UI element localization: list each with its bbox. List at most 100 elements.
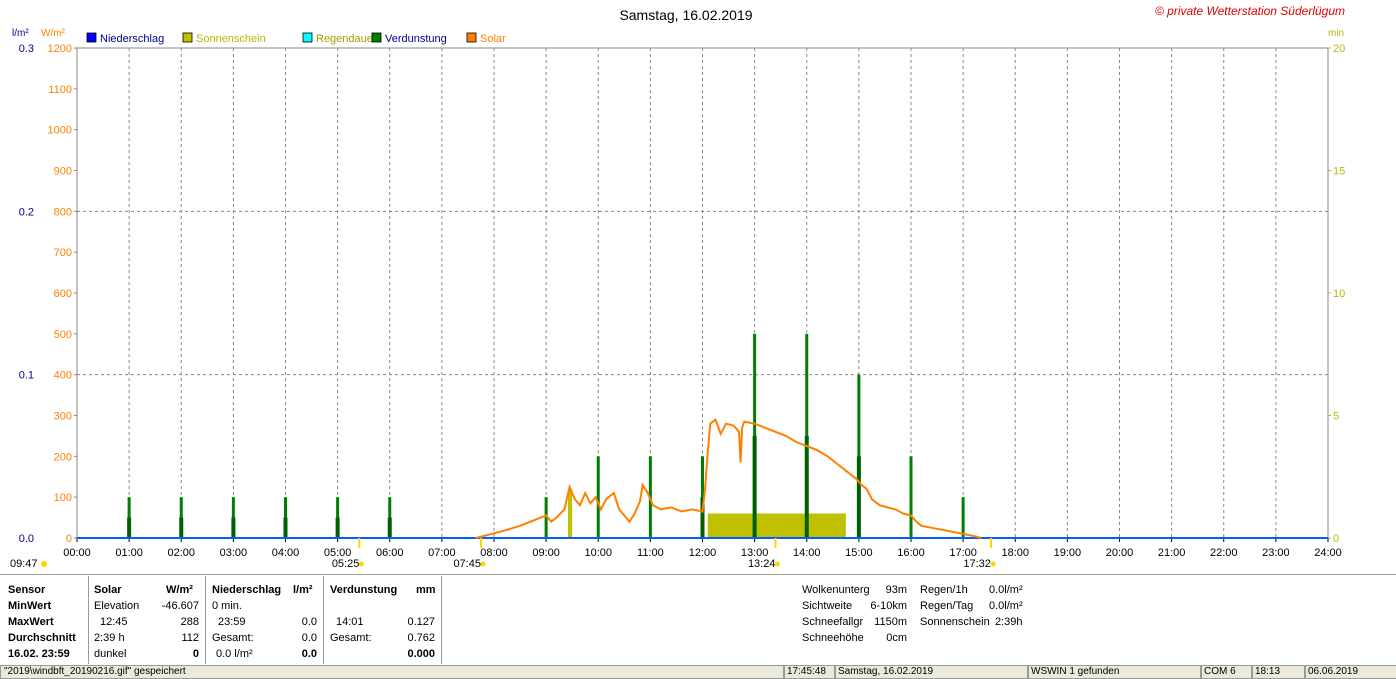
precip-unit: l/m²	[293, 584, 313, 596]
tick-label-x: 17:00	[949, 547, 977, 559]
tick-label-minutes: 0	[1333, 533, 1339, 545]
tick-label-minutes: 15	[1333, 166, 1345, 178]
tick-label-precip: 0.1	[19, 370, 34, 382]
evap-total-label: Gesamt:	[330, 632, 372, 644]
marker-moonrise-label: 05:25	[332, 558, 360, 570]
evaporation-bar-half	[387, 517, 392, 538]
left-unit-precip: l/m²	[12, 28, 29, 39]
tick-label-minutes: 10	[1333, 288, 1345, 300]
legend-label: Verdunstung	[385, 33, 447, 45]
tick-label-x: 18:00	[1001, 547, 1029, 559]
solar-avg-label: 2:39 h	[94, 632, 125, 644]
snowdepth-label: Schneehöhe	[802, 632, 864, 644]
tick-label-x: 02:00	[167, 547, 195, 559]
markers: 09:47 05:25 07:45 13:24 17:32	[10, 538, 996, 570]
tick-label-solar: 1200	[48, 43, 72, 55]
copyright-text: © private Wetterstation Süderlügum	[1155, 4, 1345, 18]
tick-label-x: 23:00	[1262, 547, 1290, 559]
evaporation-bar-half	[804, 435, 809, 538]
tick-label-solar: 400	[54, 370, 72, 382]
tick-label-x: 05:00	[324, 547, 352, 559]
evap-total-value: 0.762	[407, 632, 435, 644]
tick-label-x: 22:00	[1210, 547, 1238, 559]
status-port: COM 6	[1200, 666, 1253, 679]
tick-label-solar: 200	[54, 451, 72, 463]
evaporation-bar-half	[127, 517, 132, 538]
marker-sunset-label: 17:32	[963, 558, 991, 570]
solar-min-label: Elevation	[94, 600, 140, 612]
stats-panel	[0, 572, 1396, 664]
left-unit-solar: W/m²	[41, 28, 66, 39]
tick-label-precip: 0.2	[19, 206, 34, 218]
evaporation-bar-half	[179, 517, 184, 538]
evap-current-value: 0.000	[407, 648, 435, 660]
tick-label-x: 10:00	[584, 547, 612, 559]
status-sysdate: 06.06.2019	[1304, 666, 1396, 679]
sunshine-bar	[568, 489, 573, 538]
label-maxwert: MaxWert	[8, 616, 54, 628]
status-wswin: WSWIN 1 gefunden	[1027, 666, 1202, 679]
legend-label: Solar	[480, 33, 506, 45]
evap-header: Verdunstung	[330, 584, 398, 596]
evaporation-bar	[909, 456, 913, 538]
marker-sunrise-icon	[480, 561, 486, 567]
tick-label-x: 20:00	[1106, 547, 1134, 559]
tick-label-x: 01:00	[115, 547, 143, 559]
solar-avg-value: 112	[181, 632, 199, 644]
sunshine-bar	[707, 513, 846, 538]
sun-icon	[41, 561, 47, 567]
tick-label-solar: 0	[66, 533, 72, 545]
legend-label: Niederschlag	[100, 33, 164, 45]
marker-left-time: 09:47	[10, 558, 38, 570]
solar-series	[475, 417, 982, 539]
evaporation-bar	[961, 497, 965, 538]
solar-max-time: 12:45	[100, 616, 128, 628]
evaporation-bar	[857, 374, 861, 538]
sunshine-label: Sonnenschein	[920, 616, 990, 628]
legend-swatch	[86, 32, 97, 43]
evaporation-bar-half	[856, 456, 861, 538]
solar-current-value: 0	[192, 648, 199, 660]
legend-label: Sonnenschein	[196, 33, 266, 45]
legend: Niederschlag Sonnenschein Regendauer Verdun…	[86, 32, 506, 45]
tick-label-x: 21:00	[1158, 547, 1186, 559]
tick-label-x: 24:00	[1314, 547, 1342, 559]
label-sensor: Sensor	[8, 584, 46, 596]
chart-title: Samstag, 16.02.2019	[619, 7, 752, 23]
tick-label-x: 16:00	[897, 547, 925, 559]
tick-label-minutes: 20	[1333, 43, 1345, 55]
tick-label-solar: 800	[54, 206, 72, 218]
evaporation-bar	[596, 456, 600, 538]
label-date: 16.02. 23:59	[8, 648, 70, 660]
snowdepth-value: 0cm	[886, 632, 907, 644]
cloudbase-label: Wolkenunterg	[802, 584, 870, 596]
right-unit-min: min	[1328, 28, 1344, 39]
solar-current-label: dunkel	[94, 648, 127, 660]
weather-chart: Samstag, 16.02.2019 © private Wetterstat…	[10, 4, 1346, 570]
sunshine-value: 2:39h	[995, 616, 1023, 628]
precip-max-value: 0.0	[301, 616, 317, 628]
marker-noon-label: 13:24	[748, 558, 776, 570]
evaporation-bar-half	[335, 517, 340, 538]
tick-label-solar: 500	[54, 329, 72, 341]
tick-label-x: 14:00	[793, 547, 821, 559]
axes: 1200110010009008007006005004003002001000…	[19, 43, 1346, 559]
legend-swatch	[302, 32, 313, 43]
rain1h-label: Regen/1h	[920, 584, 968, 596]
precip-total-value: 0.0	[301, 632, 317, 644]
tick-label-solar: 600	[54, 288, 72, 300]
tick-label-precip: 0.0	[19, 533, 34, 545]
bars	[77, 333, 1328, 539]
status-time: 17:45:48	[783, 666, 836, 679]
legend-label: Regendauer	[316, 33, 377, 45]
rainday-value: 0.0l/m²	[989, 600, 1023, 612]
tick-label-solar: 900	[54, 166, 72, 178]
tick-label-x: 06:00	[376, 547, 404, 559]
tick-label-x: 04:00	[272, 547, 300, 559]
solar-line	[475, 417, 982, 539]
solar-max-value: 288	[180, 616, 199, 628]
rainday-label: Regen/Tag	[920, 600, 974, 612]
status-date: Samstag, 16.02.2019	[834, 666, 1029, 679]
precip-total-label: Gesamt:	[212, 632, 254, 644]
tick-label-x: 15:00	[845, 547, 873, 559]
